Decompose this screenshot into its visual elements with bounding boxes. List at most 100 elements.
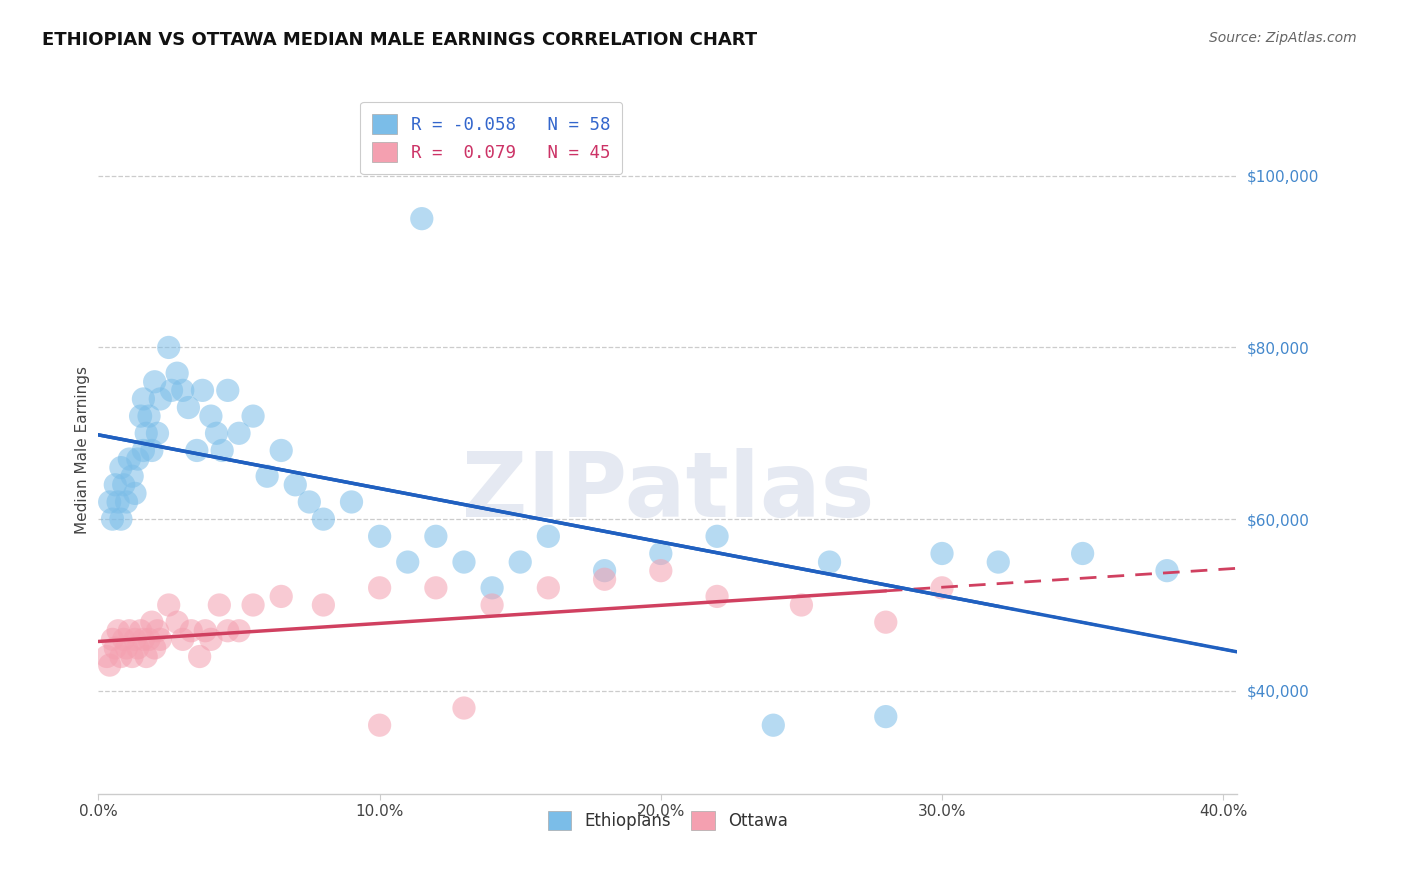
Point	[186, 443, 208, 458]
Point	[127, 452, 149, 467]
Point	[138, 632, 160, 647]
Point	[242, 598, 264, 612]
Point	[166, 615, 188, 630]
Point	[537, 529, 560, 543]
Point	[101, 632, 124, 647]
Point	[762, 718, 785, 732]
Point	[112, 632, 135, 647]
Point	[270, 443, 292, 458]
Point	[706, 529, 728, 543]
Point	[368, 529, 391, 543]
Point	[115, 640, 138, 655]
Point	[118, 624, 141, 638]
Point	[211, 443, 233, 458]
Point	[818, 555, 841, 569]
Point	[149, 392, 172, 406]
Y-axis label: Median Male Earnings: Median Male Earnings	[75, 367, 90, 534]
Point	[931, 581, 953, 595]
Point	[228, 624, 250, 638]
Point	[931, 546, 953, 561]
Point	[298, 495, 321, 509]
Point	[200, 632, 222, 647]
Point	[132, 443, 155, 458]
Point	[191, 384, 214, 398]
Point	[129, 624, 152, 638]
Point	[98, 495, 121, 509]
Text: ZIPatlas: ZIPatlas	[461, 448, 875, 536]
Point	[217, 384, 239, 398]
Point	[188, 649, 211, 664]
Point	[135, 649, 157, 664]
Point	[110, 512, 132, 526]
Point	[256, 469, 278, 483]
Point	[177, 401, 200, 415]
Point	[242, 409, 264, 424]
Point	[593, 572, 616, 586]
Point	[121, 469, 143, 483]
Point	[98, 658, 121, 673]
Point	[411, 211, 433, 226]
Point	[146, 426, 169, 441]
Point	[425, 529, 447, 543]
Point	[481, 598, 503, 612]
Point	[107, 495, 129, 509]
Point	[270, 590, 292, 604]
Point	[146, 624, 169, 638]
Point	[650, 564, 672, 578]
Point	[110, 649, 132, 664]
Point	[180, 624, 202, 638]
Point	[141, 443, 163, 458]
Point	[875, 709, 897, 723]
Point	[124, 486, 146, 500]
Point	[143, 640, 166, 655]
Point	[205, 426, 228, 441]
Point	[160, 384, 183, 398]
Point	[368, 581, 391, 595]
Point	[537, 581, 560, 595]
Point	[143, 375, 166, 389]
Point	[509, 555, 531, 569]
Point	[132, 392, 155, 406]
Point	[107, 624, 129, 638]
Point	[121, 649, 143, 664]
Point	[112, 478, 135, 492]
Point	[157, 598, 180, 612]
Point	[101, 512, 124, 526]
Point	[228, 426, 250, 441]
Text: ETHIOPIAN VS OTTAWA MEDIAN MALE EARNINGS CORRELATION CHART: ETHIOPIAN VS OTTAWA MEDIAN MALE EARNINGS…	[42, 31, 758, 49]
Point	[172, 632, 194, 647]
Point	[312, 512, 335, 526]
Point	[396, 555, 419, 569]
Point	[425, 581, 447, 595]
Point	[593, 564, 616, 578]
Point	[104, 640, 127, 655]
Point	[157, 340, 180, 354]
Point	[96, 649, 118, 664]
Point	[127, 640, 149, 655]
Point	[208, 598, 231, 612]
Point	[110, 460, 132, 475]
Point	[132, 632, 155, 647]
Point	[790, 598, 813, 612]
Point	[217, 624, 239, 638]
Point	[118, 452, 141, 467]
Point	[194, 624, 217, 638]
Point	[987, 555, 1010, 569]
Point	[141, 615, 163, 630]
Point	[340, 495, 363, 509]
Point	[368, 718, 391, 732]
Point	[706, 590, 728, 604]
Point	[124, 632, 146, 647]
Point	[875, 615, 897, 630]
Point	[481, 581, 503, 595]
Point	[284, 478, 307, 492]
Point	[149, 632, 172, 647]
Point	[104, 478, 127, 492]
Point	[453, 701, 475, 715]
Point	[312, 598, 335, 612]
Point	[650, 546, 672, 561]
Point	[115, 495, 138, 509]
Point	[172, 384, 194, 398]
Point	[135, 426, 157, 441]
Point	[200, 409, 222, 424]
